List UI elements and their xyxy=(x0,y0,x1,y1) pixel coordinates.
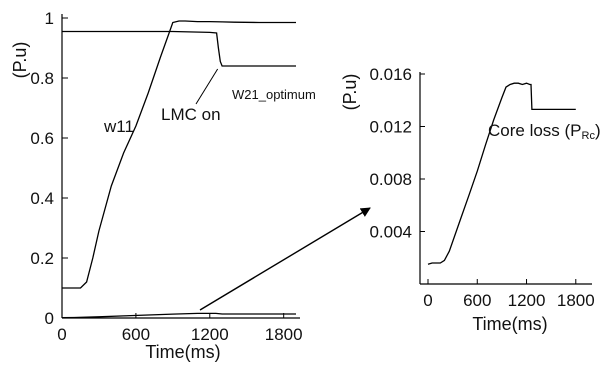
left-y-tick-label: 0.2 xyxy=(30,249,54,268)
annotation-core-loss-main: Core loss (P xyxy=(488,121,582,140)
right-y-tick-label: 0.008 xyxy=(369,170,412,189)
right-x-tick-label: 0 xyxy=(423,291,432,310)
annotation-w21-optimum: W21_optimum xyxy=(232,87,316,102)
series-line-core-loss xyxy=(61,312,296,319)
left-series xyxy=(61,20,296,319)
left-y-tick-label: 0.4 xyxy=(30,189,54,208)
left-y-tick-label: 0.8 xyxy=(30,69,54,88)
right-x-ticks: 0 600 1200 1800 xyxy=(423,279,595,310)
left-xlabel: Time(ms) xyxy=(145,342,220,362)
right-y-tick-label: 0.012 xyxy=(369,118,412,137)
series-line-core-loss-zoom xyxy=(427,82,576,265)
left-ylabel: (P.u) xyxy=(10,42,30,79)
series-line-w21-optimum xyxy=(62,30,296,67)
left-x-tick-label: 1800 xyxy=(265,325,303,344)
left-x-tick-label: 0 xyxy=(57,325,66,344)
right-xlabel: Time(ms) xyxy=(472,314,547,334)
annotation-lmc-on: LMC on xyxy=(161,105,221,124)
right-y-tick-label: 0.016 xyxy=(369,65,412,84)
right-x-tick-label: 600 xyxy=(463,291,491,310)
left-x-tick-label: 1200 xyxy=(191,325,229,344)
annotation-core-loss-sub: Rc xyxy=(582,130,596,142)
zoom-arrow xyxy=(199,207,371,311)
left-y-tick-label: 0.6 xyxy=(30,129,54,148)
annotation-core-loss-close: ) xyxy=(595,121,601,140)
left-x-tick-label: 600 xyxy=(122,325,150,344)
right-ylabel: (P.u) xyxy=(340,74,360,111)
right-y-ticks: 0.004 0.008 0.012 0.016 xyxy=(369,65,425,242)
left-y-tick-label: 1 xyxy=(45,9,54,28)
right-series xyxy=(427,82,576,265)
annotation-core-loss: Core loss (PRc) xyxy=(488,121,601,142)
series-line-w11 xyxy=(62,20,296,289)
left-y-ticks: 0 0.2 0.4 0.6 0.8 1 xyxy=(30,9,68,328)
right-x-tick-label: 1800 xyxy=(557,291,595,310)
right-y-tick-label: 0.004 xyxy=(369,223,412,242)
annotation-w11: w11 xyxy=(103,117,134,136)
right-x-tick-label: 1200 xyxy=(508,291,546,310)
left-y-tick-label: 0 xyxy=(45,309,54,328)
annotation-lmc-on-pointer xyxy=(195,68,219,105)
left-chart: 0 0.2 0.4 0.6 0.8 1 0 600 1200 1800 (P.u) Time(m… xyxy=(10,9,316,362)
